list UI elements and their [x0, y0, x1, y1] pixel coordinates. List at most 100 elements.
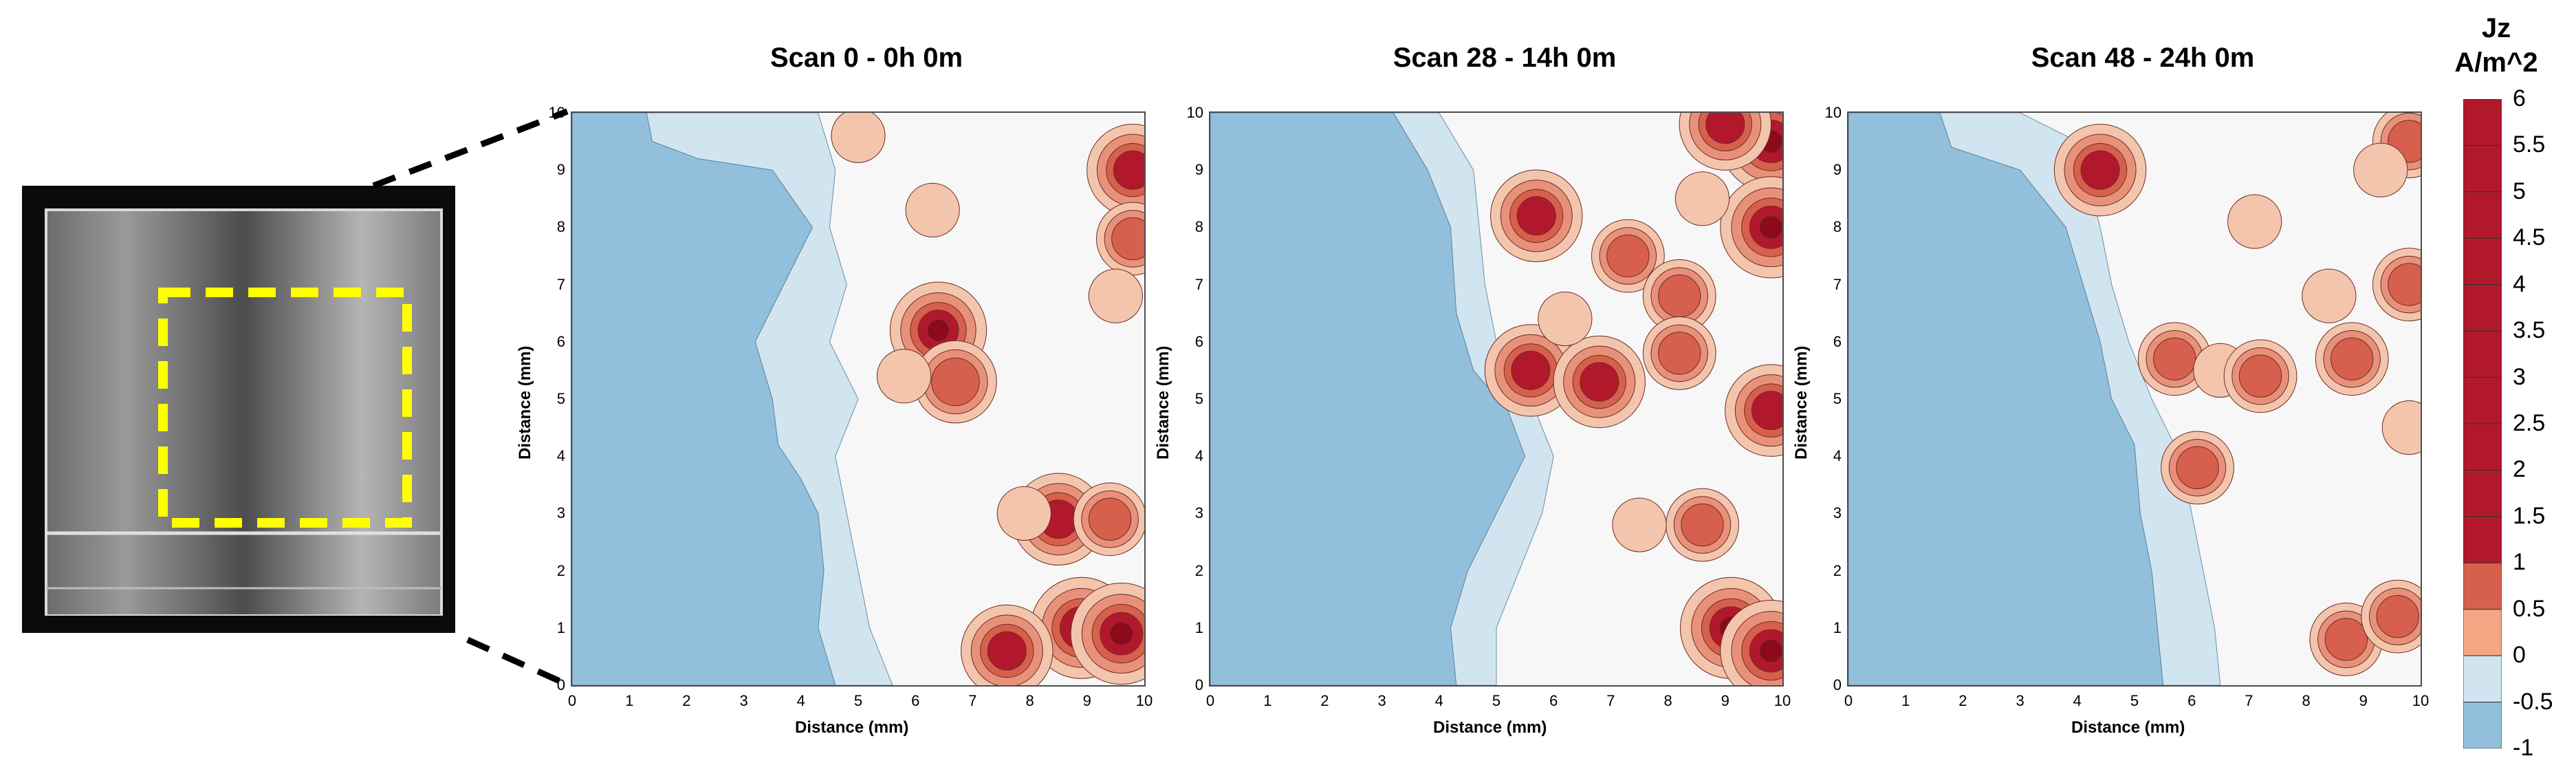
y-axis-label: Distance (mm)	[1792, 345, 1811, 460]
x-tick-label: 8	[2302, 692, 2311, 709]
colorbar-band	[2463, 609, 2502, 656]
hotspot-contour	[1538, 291, 1593, 347]
x-tick-label: 1	[1901, 692, 1910, 709]
colorbar-tick-label: 0	[2513, 642, 2526, 669]
y-tick-label: 8	[1833, 218, 1842, 236]
y-tick-label: 5	[1194, 390, 1203, 407]
plot1-area	[571, 111, 1146, 687]
x-tick-label: 9	[2359, 692, 2368, 709]
hotspot-contour	[996, 486, 1051, 541]
hotspot-contour	[987, 631, 1027, 671]
heatmap-svg	[572, 113, 1144, 685]
x-tick-label: 7	[2245, 692, 2253, 709]
hotspot-contour	[1759, 215, 1782, 239]
colorbar-title: Jz A/m^2	[2427, 11, 2565, 80]
hotspot-contour	[1111, 217, 1144, 261]
x-tick-label: 4	[796, 692, 805, 709]
y-tick-label: 1	[556, 618, 565, 636]
contour-level-minus-0.5	[1848, 113, 2164, 685]
y-tick-label: 8	[1194, 218, 1203, 236]
plot3-area	[1847, 111, 2422, 687]
y-tick-label: 2	[556, 561, 565, 579]
colorbar-title-line2: A/m^2	[2454, 47, 2538, 78]
colorbar-band	[2463, 237, 2502, 285]
hotspot-contour	[1511, 350, 1551, 390]
colorbar-tick-label: 2.5	[2513, 410, 2546, 436]
hotspot-contour	[1088, 497, 1132, 541]
colorbar-band	[2463, 702, 2502, 748]
y-tick-label: 10	[1824, 104, 1842, 121]
hotspot-contour	[1110, 622, 1133, 645]
x-tick-label: 7	[1606, 692, 1615, 709]
x-tick-label: 4	[2073, 692, 2082, 709]
hotspot-contour	[1606, 234, 1650, 278]
hotspot-contour	[1658, 332, 1701, 375]
y-tick-label: 5	[1833, 390, 1842, 407]
y-tick-label: 0	[556, 676, 565, 693]
x-tick-label: 5	[853, 692, 863, 709]
x-tick-label: 1	[1263, 692, 1272, 709]
x-tick-label: 8	[1025, 692, 1034, 709]
x-tick-label: 3	[2016, 692, 2024, 709]
hotspot-contour	[1674, 171, 1730, 226]
sample-photo	[22, 186, 455, 633]
colorbar-band	[2463, 377, 2502, 424]
hotspot-contour	[1681, 503, 1724, 547]
hotspot-contour	[1516, 196, 1556, 236]
y-tick-label: 6	[556, 332, 565, 350]
colorbar-band	[2463, 469, 2502, 517]
colorbar-tick-label: 5	[2513, 177, 2526, 204]
x-axis-label: Distance (mm)	[1433, 718, 1547, 737]
colorbar-band	[2463, 330, 2502, 378]
hotspot-contour	[2353, 142, 2408, 197]
x-tick-label: 3	[739, 692, 748, 709]
colorbar-tick-label: -0.5	[2513, 688, 2553, 715]
hotspot-contour	[2376, 594, 2419, 638]
x-tick-label: 2	[682, 692, 691, 709]
y-tick-label: 3	[1194, 504, 1203, 522]
hotspot-contour	[2227, 194, 2282, 249]
x-tick-label: 5	[2130, 692, 2139, 709]
hotspot-contour	[2176, 446, 2219, 490]
colorbar-tick-label: 3.5	[2513, 317, 2546, 344]
y-tick-label: 9	[1833, 161, 1842, 179]
hotspot-contour	[2324, 618, 2368, 661]
x-tick-label: 0	[1844, 692, 1853, 709]
hotspot-contour	[1612, 497, 1667, 552]
y-axis-label: Distance (mm)	[1154, 345, 1172, 460]
heatmap-svg	[1848, 113, 2421, 685]
hotspot-contour	[927, 319, 950, 342]
y-tick-label: 10	[1186, 104, 1203, 121]
y-tick-label: 0	[1194, 676, 1203, 693]
y-tick-label: 1	[1194, 618, 1203, 636]
hotspot-contour	[1580, 362, 1619, 402]
x-axis-label: Distance (mm)	[795, 718, 909, 737]
x-tick-label: 2	[1958, 692, 1967, 709]
x-tick-label: 10	[1773, 692, 1791, 709]
colorbar-tick-label: 6	[2513, 85, 2526, 111]
colorbar-tick-label: 4.5	[2513, 224, 2546, 251]
y-axis-label: Distance (mm)	[516, 345, 534, 460]
x-tick-label: 9	[1721, 692, 1729, 709]
colorbar-band	[2463, 562, 2502, 610]
hotspot-contour	[2153, 337, 2196, 380]
colorbar-band	[2463, 191, 2502, 239]
hotspot-contour	[2302, 268, 2357, 323]
x-tick-label: 10	[2412, 692, 2430, 709]
x-tick-label: 3	[1377, 692, 1386, 709]
colorbar	[2463, 99, 2502, 748]
y-tick-label: 4	[556, 447, 565, 465]
y-tick-label: 4	[1194, 447, 1203, 465]
contour-level-minus-0.5	[572, 113, 836, 685]
hotspot-contour	[905, 182, 960, 238]
y-tick-label: 2	[1194, 561, 1203, 579]
hotspot-contour	[1088, 268, 1144, 323]
y-tick-label: 7	[1194, 275, 1203, 293]
hotspot-contour	[2330, 337, 2374, 380]
hotspot-contour	[1113, 150, 1144, 190]
plot2-area	[1209, 111, 1784, 687]
hotspot-contour	[2238, 354, 2282, 398]
y-tick-label: 2	[1833, 561, 1842, 579]
x-tick-label: 2	[1320, 692, 1329, 709]
